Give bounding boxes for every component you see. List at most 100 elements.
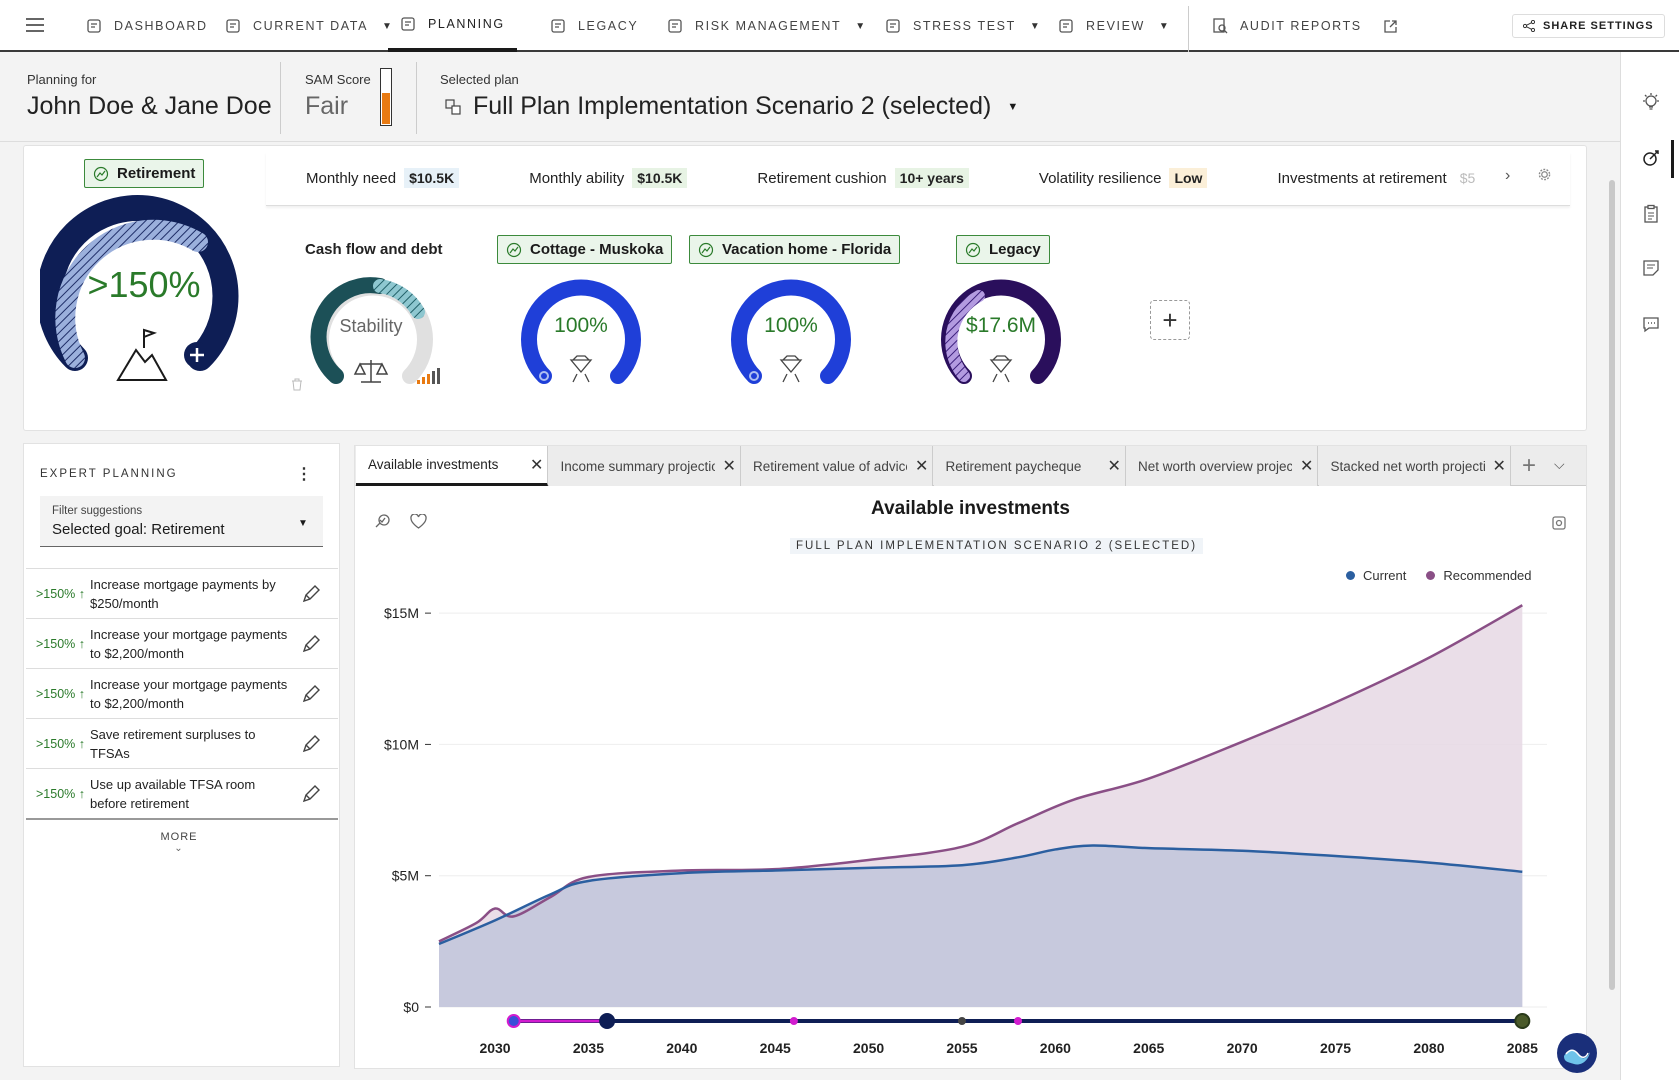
chevron-right-icon[interactable]: › <box>1505 167 1511 184</box>
people-icon <box>226 19 240 33</box>
close-tab-icon[interactable]: ✕ <box>530 456 544 474</box>
heart-icon[interactable] <box>410 514 427 529</box>
metric-label: Volatility resilience <box>1038 169 1162 187</box>
goal-tag[interactable]: Legacy <box>956 235 1050 264</box>
chart-tab[interactable]: Income summary projection ✕ <box>548 446 741 486</box>
chevron-down-icon: ⌄ <box>174 843 184 854</box>
legacy-icon <box>551 19 565 33</box>
goal-tag[interactable]: Vacation home - Florida <box>689 235 901 264</box>
clipboard-icon[interactable] <box>1641 204 1661 224</box>
share-settings-button[interactable]: SHARE SETTINGS <box>1512 14 1665 38</box>
suggestion-text: Increase your mortgage payments to $2,20… <box>90 626 288 661</box>
metric-label: Retirement cushion <box>757 169 887 187</box>
settings-gear-icon[interactable] <box>1538 168 1551 181</box>
arrow-up-icon: ↑ <box>78 686 86 701</box>
suggestion-item[interactable]: >150% ↑ Use up available TFSA room before… <box>26 768 338 818</box>
nav-label: REVIEW <box>1086 19 1145 33</box>
timeline-marker <box>789 1017 798 1025</box>
legend-item[interactable]: Recommended <box>1426 568 1532 583</box>
lightbulb-icon[interactable] <box>1641 92 1661 112</box>
close-tab-icon[interactable]: ✕ <box>722 458 736 475</box>
cashflow-gauge[interactable]: Stability <box>306 264 446 392</box>
page-scrollbar[interactable] <box>1609 180 1615 990</box>
tab-label: Retirement value of advice <box>753 458 907 474</box>
signal-bars-icon <box>417 368 440 384</box>
suggestion-score: >150% ↑ <box>26 737 90 751</box>
tab-label: Available investments <box>368 457 499 472</box>
edit-pencil-icon[interactable] <box>300 683 322 705</box>
edit-pencil-icon[interactable] <box>300 783 322 805</box>
menu-icon[interactable] <box>26 18 44 32</box>
chart-tabs: Available investments ✕ Income summary pro… <box>355 446 1586 486</box>
tabs-overflow-chevron-icon[interactable]: ⌵ <box>1554 456 1565 472</box>
close-tab-icon[interactable]: ✕ <box>915 458 929 475</box>
selected-plan-dropdown[interactable]: Full Plan Implementation Scenario 2 (sel… <box>445 92 1018 121</box>
suggestion-item[interactable]: >150% ↑ Save retirement surpluses to TFSA… <box>26 718 338 768</box>
compare-icon[interactable] <box>374 513 392 529</box>
filter-suggestions-select[interactable]: Filter suggestions Selected goal: Retire… <box>40 496 323 547</box>
metric-value: Low <box>1169 168 1208 188</box>
timeline-marker <box>506 1014 521 1028</box>
x-tick-label: 2070 <box>1227 1040 1258 1056</box>
suggestion-score-value: >150% <box>36 636 76 651</box>
nav-label: PLANNING <box>428 17 505 31</box>
nav-risk-management[interactable]: RISK MANAGEMENT ▼ <box>667 0 867 52</box>
chart-tab[interactable]: Net worth overview projection ✕ <box>1126 446 1318 486</box>
chart-tab[interactable]: Retirement value of advice ✕ <box>741 446 933 486</box>
nav-planning[interactable]: PLANNING <box>388 0 517 52</box>
chart-settings-icon[interactable] <box>1551 515 1567 531</box>
x-tick-label: 2080 <box>1413 1040 1444 1056</box>
suggestion-item[interactable]: >150% ↑ Increase your mortgage payments t… <box>26 618 338 668</box>
kebab-menu-icon[interactable]: ⋮ <box>296 466 312 483</box>
share-icon <box>1523 20 1535 32</box>
series-area-current <box>439 845 1523 1007</box>
edit-pencil-icon[interactable] <box>300 633 322 655</box>
close-tab-icon[interactable]: ✕ <box>1107 458 1121 475</box>
trash-icon[interactable] <box>291 378 303 391</box>
suggestion-text: Increase your mortgage payments to $2,20… <box>90 676 288 711</box>
add-goal-button[interactable]: + <box>1150 300 1190 340</box>
right-rail <box>1620 52 1679 1080</box>
metric-label: Investments at retirement <box>1277 169 1447 187</box>
chat-icon[interactable] <box>1641 314 1661 334</box>
suggestion-item[interactable]: >150% ↑ Increase your mortgage payments t… <box>26 668 338 718</box>
tab-label: Net worth overview projection <box>1138 458 1292 474</box>
legend-swatch <box>1346 571 1355 580</box>
legend-label: Current <box>1363 568 1407 583</box>
series-line-current <box>438 844 1523 946</box>
retirement-gauge[interactable]: >150% <box>40 190 250 390</box>
add-tab-icon[interactable]: + <box>1522 452 1537 479</box>
nav-audit-reports[interactable]: AUDIT REPORTS <box>1212 0 1397 52</box>
more-button[interactable]: MORE ⌄ <box>154 831 204 854</box>
goals-icon[interactable] <box>1641 148 1661 168</box>
retirement-goal-tag[interactable]: Retirement <box>84 159 205 188</box>
nav-label: STRESS TEST <box>913 19 1016 33</box>
nav-current-data[interactable]: CURRENT DATA ▼ <box>225 0 394 52</box>
legend-label: Recommended <box>1443 568 1532 583</box>
suggestion-text: Increase mortgage payments by $250/month <box>90 576 276 611</box>
suggestion-item[interactable]: >150% ↑ Increase mortgage payments by $25… <box>26 568 338 618</box>
goal-gauge[interactable]: $17.6M <box>931 264 1071 392</box>
nav-review[interactable]: REVIEW ▼ <box>1058 0 1170 52</box>
chart-tab[interactable]: Retirement paycheque ✕ <box>933 446 1126 486</box>
goal-icon <box>698 242 714 257</box>
goal-gauge[interactable]: 100% <box>511 264 651 392</box>
nav-dashboard[interactable]: DASHBOARD <box>86 0 208 52</box>
close-tab-icon[interactable]: ✕ <box>1300 458 1314 475</box>
chart-tab[interactable]: Stacked net worth projection ✕ <box>1318 446 1511 486</box>
goal-gauge[interactable]: 100% <box>721 264 861 392</box>
nav-legacy[interactable]: LEGACY <box>550 0 638 52</box>
edit-pencil-icon[interactable] <box>300 733 322 755</box>
notes-icon[interactable] <box>1641 258 1661 278</box>
legend-item[interactable]: Current <box>1346 568 1406 583</box>
diamond-icon <box>886 19 900 33</box>
edit-pencil-icon[interactable] <box>300 583 322 605</box>
x-tick-label: 2045 <box>760 1040 791 1056</box>
close-tab-icon[interactable]: ✕ <box>1492 458 1506 475</box>
assistant-launcher-icon[interactable] <box>1556 1032 1598 1074</box>
nav-stress-test[interactable]: STRESS TEST ▼ <box>885 0 1041 52</box>
chevron-down-icon: ▼ <box>1029 20 1042 32</box>
external-link-icon <box>1384 19 1397 33</box>
goal-tag[interactable]: Cottage - Muskoka <box>497 235 673 264</box>
chart-tab[interactable]: Available investments ✕ <box>356 446 548 486</box>
